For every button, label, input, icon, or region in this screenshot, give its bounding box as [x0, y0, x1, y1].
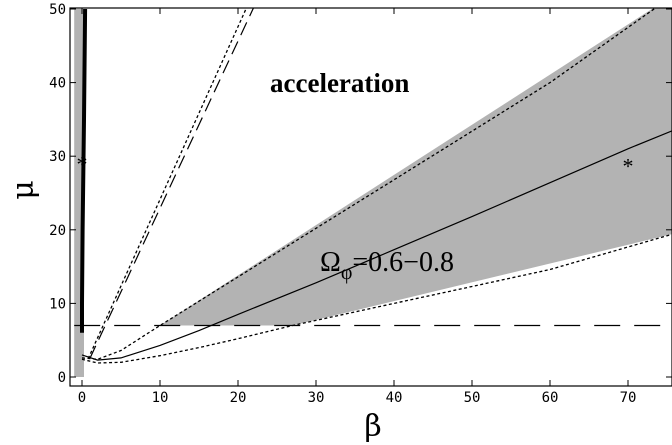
- series-dotted-2: [87, 8, 248, 359]
- series-dashed-1: [89, 8, 255, 359]
- x-axis-label: β: [364, 409, 381, 444]
- x-tick-label-70: 70: [620, 390, 637, 406]
- x-tick-label-60: 60: [542, 390, 559, 406]
- y-axis-label: μ: [6, 180, 41, 200]
- plot-frame: [69, 7, 672, 387]
- shaded-band-left: [74, 9, 84, 377]
- omega-symbol: Ω: [320, 247, 341, 278]
- x-tick-label-50: 50: [464, 390, 481, 406]
- x-tick-label-40: 40: [386, 390, 403, 406]
- omega-range: =0.6−0.8: [352, 247, 454, 278]
- series-dotted-4: [81, 8, 657, 360]
- y-tick-label-10: 10: [49, 296, 66, 312]
- x-tick-label-30: 30: [308, 390, 325, 406]
- star-marker-0: *: [77, 151, 88, 176]
- y-tick-label-30: 30: [49, 149, 66, 165]
- y-tick-label-20: 20: [49, 223, 66, 239]
- y-tick-label-50: 50: [49, 2, 66, 18]
- star-marker-1: *: [623, 154, 634, 179]
- x-tick-label-20: 20: [230, 390, 247, 406]
- y-tick-label-40: 40: [49, 76, 66, 92]
- x-tick-label-10: 10: [152, 390, 169, 406]
- omega-annotation: Ωφ=0.6−0.8: [320, 247, 454, 284]
- series-solid-0: [81, 130, 672, 361]
- omega-subscript: φ: [341, 262, 353, 284]
- acceleration-annotation: acceleration: [270, 68, 409, 98]
- series-thick-6: [80, 8, 88, 333]
- series-dotted-3: [81, 233, 672, 364]
- x-tick-label-0: 0: [78, 390, 86, 406]
- y-tick-label-0: 0: [58, 370, 66, 386]
